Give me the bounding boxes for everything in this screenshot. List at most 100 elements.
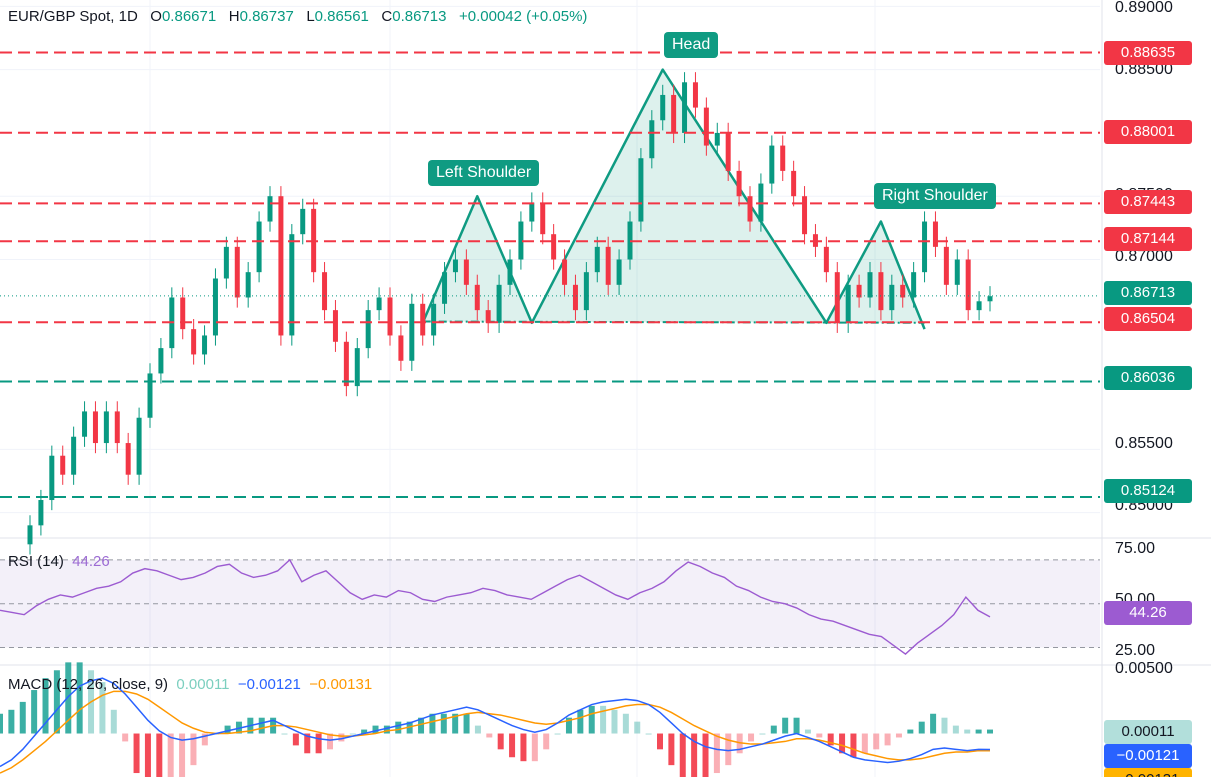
symbol-title[interactable]: EUR/GBP Spot, 1D xyxy=(8,8,138,25)
chart-header: EUR/GBP Spot, 1D O0.86671 H0.86737 L0.86… xyxy=(8,8,587,25)
candle xyxy=(332,300,338,352)
candle xyxy=(202,325,208,365)
candle-body xyxy=(332,310,338,342)
candle xyxy=(103,401,109,454)
annotation-right-shoulder[interactable]: Right Shoulder xyxy=(874,183,996,209)
high-value: 0.86737 xyxy=(239,8,294,25)
macd-histogram-bar xyxy=(76,662,83,734)
rsi-legend[interactable]: RSI (14) 44.26 xyxy=(8,553,110,570)
last-price-tag[interactable]: 0.86713 xyxy=(1104,281,1192,305)
candle xyxy=(747,186,753,232)
macd-histogram-bar xyxy=(577,709,584,734)
level-tag-88001[interactable]: 0.88001 xyxy=(1104,120,1192,144)
candle-body xyxy=(769,145,775,184)
candle xyxy=(452,249,458,283)
level-tag-87144[interactable]: 0.87144 xyxy=(1104,227,1192,251)
candle xyxy=(300,198,306,245)
candle-body xyxy=(289,234,295,336)
candle-body xyxy=(703,107,709,146)
candles xyxy=(27,72,993,555)
rsi-tick: 75.00 xyxy=(1115,540,1156,557)
macd-histogram xyxy=(0,662,993,782)
macd-histogram-bar xyxy=(634,721,641,734)
candle xyxy=(572,274,578,321)
candle xyxy=(954,249,960,295)
candle-body xyxy=(529,202,535,222)
candle-body xyxy=(431,303,437,336)
macd-histogram-bar xyxy=(816,733,823,738)
candle xyxy=(223,236,229,289)
macd-histogram-bar xyxy=(201,733,208,746)
candle-body xyxy=(496,284,502,323)
candle-body xyxy=(911,272,917,298)
candle-body xyxy=(583,272,589,311)
annotation-left-shoulder[interactable]: Left Shoulder xyxy=(428,160,540,186)
macd-histogram-bar xyxy=(759,733,766,735)
level-tag-86504[interactable]: 0.86504 xyxy=(1104,307,1192,331)
candle-body xyxy=(409,303,415,361)
candle-body xyxy=(463,259,469,285)
candle xyxy=(387,287,393,346)
macd-hist-tag[interactable]: 0.00011 xyxy=(1104,720,1192,744)
macd-histogram-bar xyxy=(372,725,379,734)
macd-legend[interactable]: MACD (12, 26, close, 9) 0.00011 −0.00121… xyxy=(8,676,372,693)
candle-body xyxy=(49,455,55,501)
level-tag-85124[interactable]: 0.85124 xyxy=(1104,479,1192,503)
macd-histogram-bar xyxy=(361,729,368,734)
close-value: 0.86713 xyxy=(392,8,447,25)
candle-body xyxy=(442,272,448,304)
candle-body xyxy=(889,284,895,311)
level-tag-86036[interactable]: 0.86036 xyxy=(1104,366,1192,390)
candle-body xyxy=(354,348,360,387)
macd-histogram-bar xyxy=(657,733,663,750)
candle-body xyxy=(191,329,197,355)
macd-line-tag[interactable]: −0.00121 xyxy=(1104,744,1192,768)
candle-body xyxy=(38,500,44,526)
candle-body xyxy=(540,202,546,235)
candle xyxy=(834,262,840,333)
macd-histogram-bar xyxy=(975,729,982,734)
candle xyxy=(322,262,328,321)
macd-histogram-bar xyxy=(463,713,470,734)
candle xyxy=(180,287,186,340)
rsi-line xyxy=(0,558,991,655)
macd-title: MACD (12, 26, close, 9) xyxy=(8,676,169,693)
candle-body xyxy=(71,436,77,475)
candle xyxy=(267,186,273,232)
macd-signal-tag[interactable]: −0.00131 xyxy=(1104,768,1192,777)
candle xyxy=(485,300,491,333)
macd-histogram-bar xyxy=(315,733,322,754)
candle-body xyxy=(376,297,382,311)
macd-histogram-bar xyxy=(65,662,72,734)
candle-body xyxy=(245,272,251,298)
candle xyxy=(92,401,98,454)
candle xyxy=(900,274,906,308)
macd-histogram-bar xyxy=(839,733,846,754)
candle xyxy=(365,300,371,359)
macd-tick: 0.00500 xyxy=(1115,660,1173,677)
rsi-value-tag[interactable]: 44.26 xyxy=(1104,601,1192,625)
annotation-head[interactable]: Head xyxy=(664,32,719,58)
candle-body xyxy=(725,132,731,171)
candle xyxy=(529,192,535,232)
candle xyxy=(878,262,884,321)
candle xyxy=(289,224,295,346)
candle-body xyxy=(147,373,153,418)
candle xyxy=(442,262,448,314)
candle xyxy=(780,135,786,182)
macd-histogram-bar xyxy=(622,713,629,734)
macd-histogram-bar xyxy=(520,733,527,762)
candle-body xyxy=(202,335,208,355)
candle xyxy=(343,331,349,397)
level-tag-87443[interactable]: 0.87443 xyxy=(1104,190,1192,214)
macd-histogram-bar xyxy=(964,729,971,734)
candle-body xyxy=(92,411,98,444)
level-tag-88635[interactable]: 0.88635 xyxy=(1104,41,1192,65)
price-tick: 0.85500 xyxy=(1115,435,1173,452)
candle-body xyxy=(234,246,240,298)
macd-histogram-bar xyxy=(702,733,709,781)
candle xyxy=(71,426,77,485)
candle-body xyxy=(605,246,611,285)
